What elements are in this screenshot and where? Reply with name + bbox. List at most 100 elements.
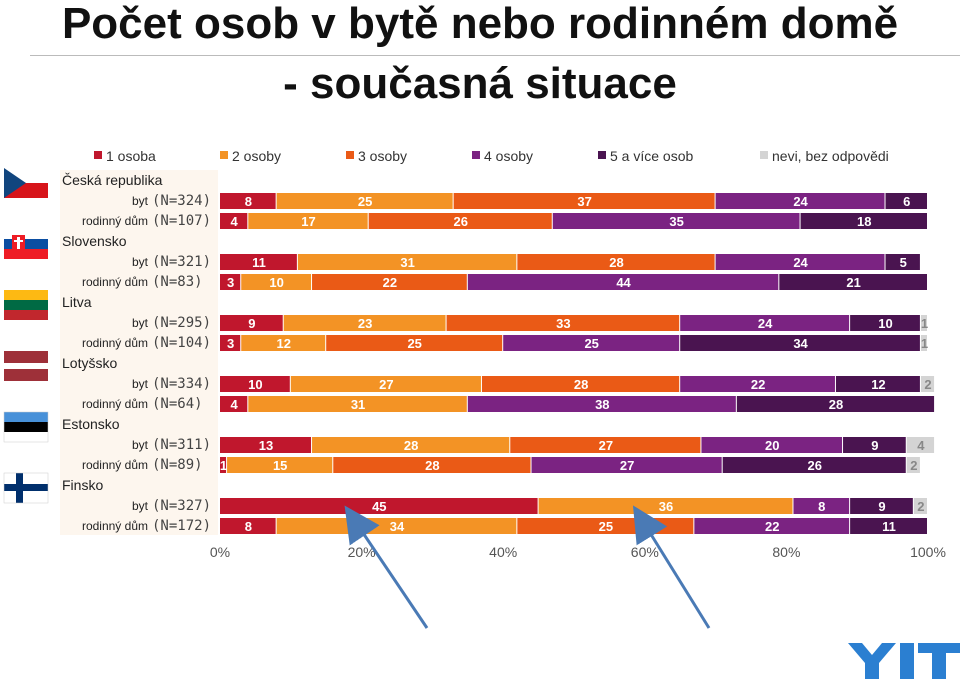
legend-swatch [94,151,102,159]
data-label: 31 [351,397,365,412]
data-label: 28 [609,255,623,270]
sample-size-label: (N=83) [152,274,203,290]
bar-segment [680,376,835,392]
data-label: 25 [358,194,372,209]
bar-segment [850,498,913,514]
slovak-flag [4,229,48,259]
bar-segment [220,437,312,453]
data-label: 12 [276,336,290,351]
row-label: byt [132,255,149,269]
data-label: 26 [807,458,821,473]
legend-swatch [220,151,228,159]
country-label: Česká republika [62,172,163,188]
data-label: 6 [903,194,910,209]
bar-segment [510,437,701,453]
row-label: byt [132,499,149,513]
row-label: rodinný dům [82,397,148,411]
data-label: 28 [404,438,418,453]
data-label: 27 [620,458,634,473]
data-label: 3 [227,336,234,351]
legend-label: 4 osoby [484,148,533,164]
bar-segment [368,213,552,229]
data-label: 4 [231,214,239,229]
data-label: 44 [616,275,631,290]
lithuanian-flag [4,290,48,320]
data-label: 20 [765,438,779,453]
bar-segment [220,193,276,209]
data-label: 27 [599,438,613,453]
data-label: 2 [924,377,931,392]
data-label: 28 [574,377,588,392]
bar-segment [715,254,885,270]
data-label: 45 [372,499,386,514]
data-label: 2 [910,458,917,473]
bar-segment [885,254,920,270]
bar-segment [793,498,850,514]
data-label: 24 [793,194,808,209]
bar-segment [467,274,779,290]
sample-size-label: (N=104) [152,335,211,351]
country-label: Estonsko [62,416,120,432]
bar-segment [227,457,333,473]
row-label: byt [132,438,149,452]
data-label: 26 [453,214,467,229]
bar-segment [312,274,467,290]
row-label: rodinný dům [82,519,148,533]
data-label: 23 [358,316,372,331]
bar-segment [885,193,927,209]
bar-segment [850,518,927,534]
bar-segment [715,193,885,209]
legend-label: 5 a více osob [610,148,693,164]
data-label: 1 [921,316,928,331]
data-label: 2 [917,499,924,514]
annotation-arrow [344,505,429,629]
country-label: Litva [62,294,92,310]
yit-logo [848,643,960,679]
data-label: 8 [245,194,252,209]
data-label: 33 [556,316,570,331]
x-tick-label: 80% [772,544,800,560]
row-label: rodinný dům [82,458,148,472]
data-label: 35 [669,214,683,229]
row-label: byt [132,194,149,208]
legend-swatch [760,151,768,159]
row-label: byt [132,377,149,391]
data-label: 8 [245,519,252,534]
title-divider [30,55,960,56]
x-tick-label: 0% [210,544,230,560]
bar-segment [276,193,453,209]
data-label: 17 [301,214,315,229]
data-label: 27 [379,377,393,392]
bar-segment [283,315,446,331]
data-label: 22 [383,275,397,290]
data-label: 25 [407,336,421,351]
bar-segment [843,437,906,453]
sample-size-label: (N=295) [152,315,211,331]
legend-swatch [598,151,606,159]
bar-segment [248,396,467,412]
legend-label: 2 osoby [232,148,281,164]
bar-segment [312,437,510,453]
bar-segment [220,376,290,392]
sample-size-label: (N=172) [152,518,211,534]
data-label: 9 [871,438,878,453]
bar-segment [241,274,312,290]
bar-segment [920,335,927,351]
data-label: 9 [878,499,885,514]
bar-segment [517,254,715,270]
estonian-flag [3,411,49,443]
bar-segment [552,213,800,229]
bar-segment [220,335,241,351]
sample-size-label: (N=107) [152,213,211,229]
czech-flag [4,168,48,198]
legend-label: 3 osoby [358,148,407,164]
bar-segment [453,193,715,209]
bar-segment [680,315,850,331]
data-label: 3 [227,275,234,290]
x-tick-label: 40% [489,544,517,560]
data-label: 1 [921,336,928,351]
data-label: 11 [882,519,896,534]
sample-size-label: (N=311) [152,437,211,453]
bar-segment [701,437,843,453]
bar-segment [680,335,920,351]
